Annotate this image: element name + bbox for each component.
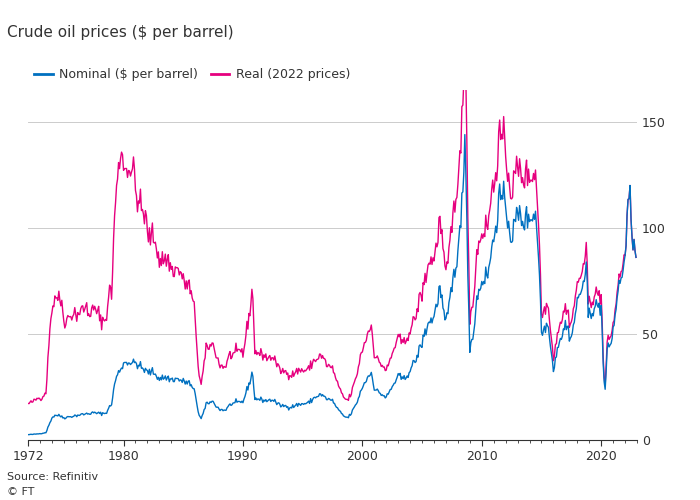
Text: Crude oil prices ($ per barrel): Crude oil prices ($ per barrel) (7, 25, 234, 40)
Legend: Nominal ($ per barrel), Real (2022 prices): Nominal ($ per barrel), Real (2022 price… (34, 68, 350, 81)
Text: Source: Refinitiv: Source: Refinitiv (7, 472, 98, 482)
Text: © FT: © FT (7, 487, 34, 497)
